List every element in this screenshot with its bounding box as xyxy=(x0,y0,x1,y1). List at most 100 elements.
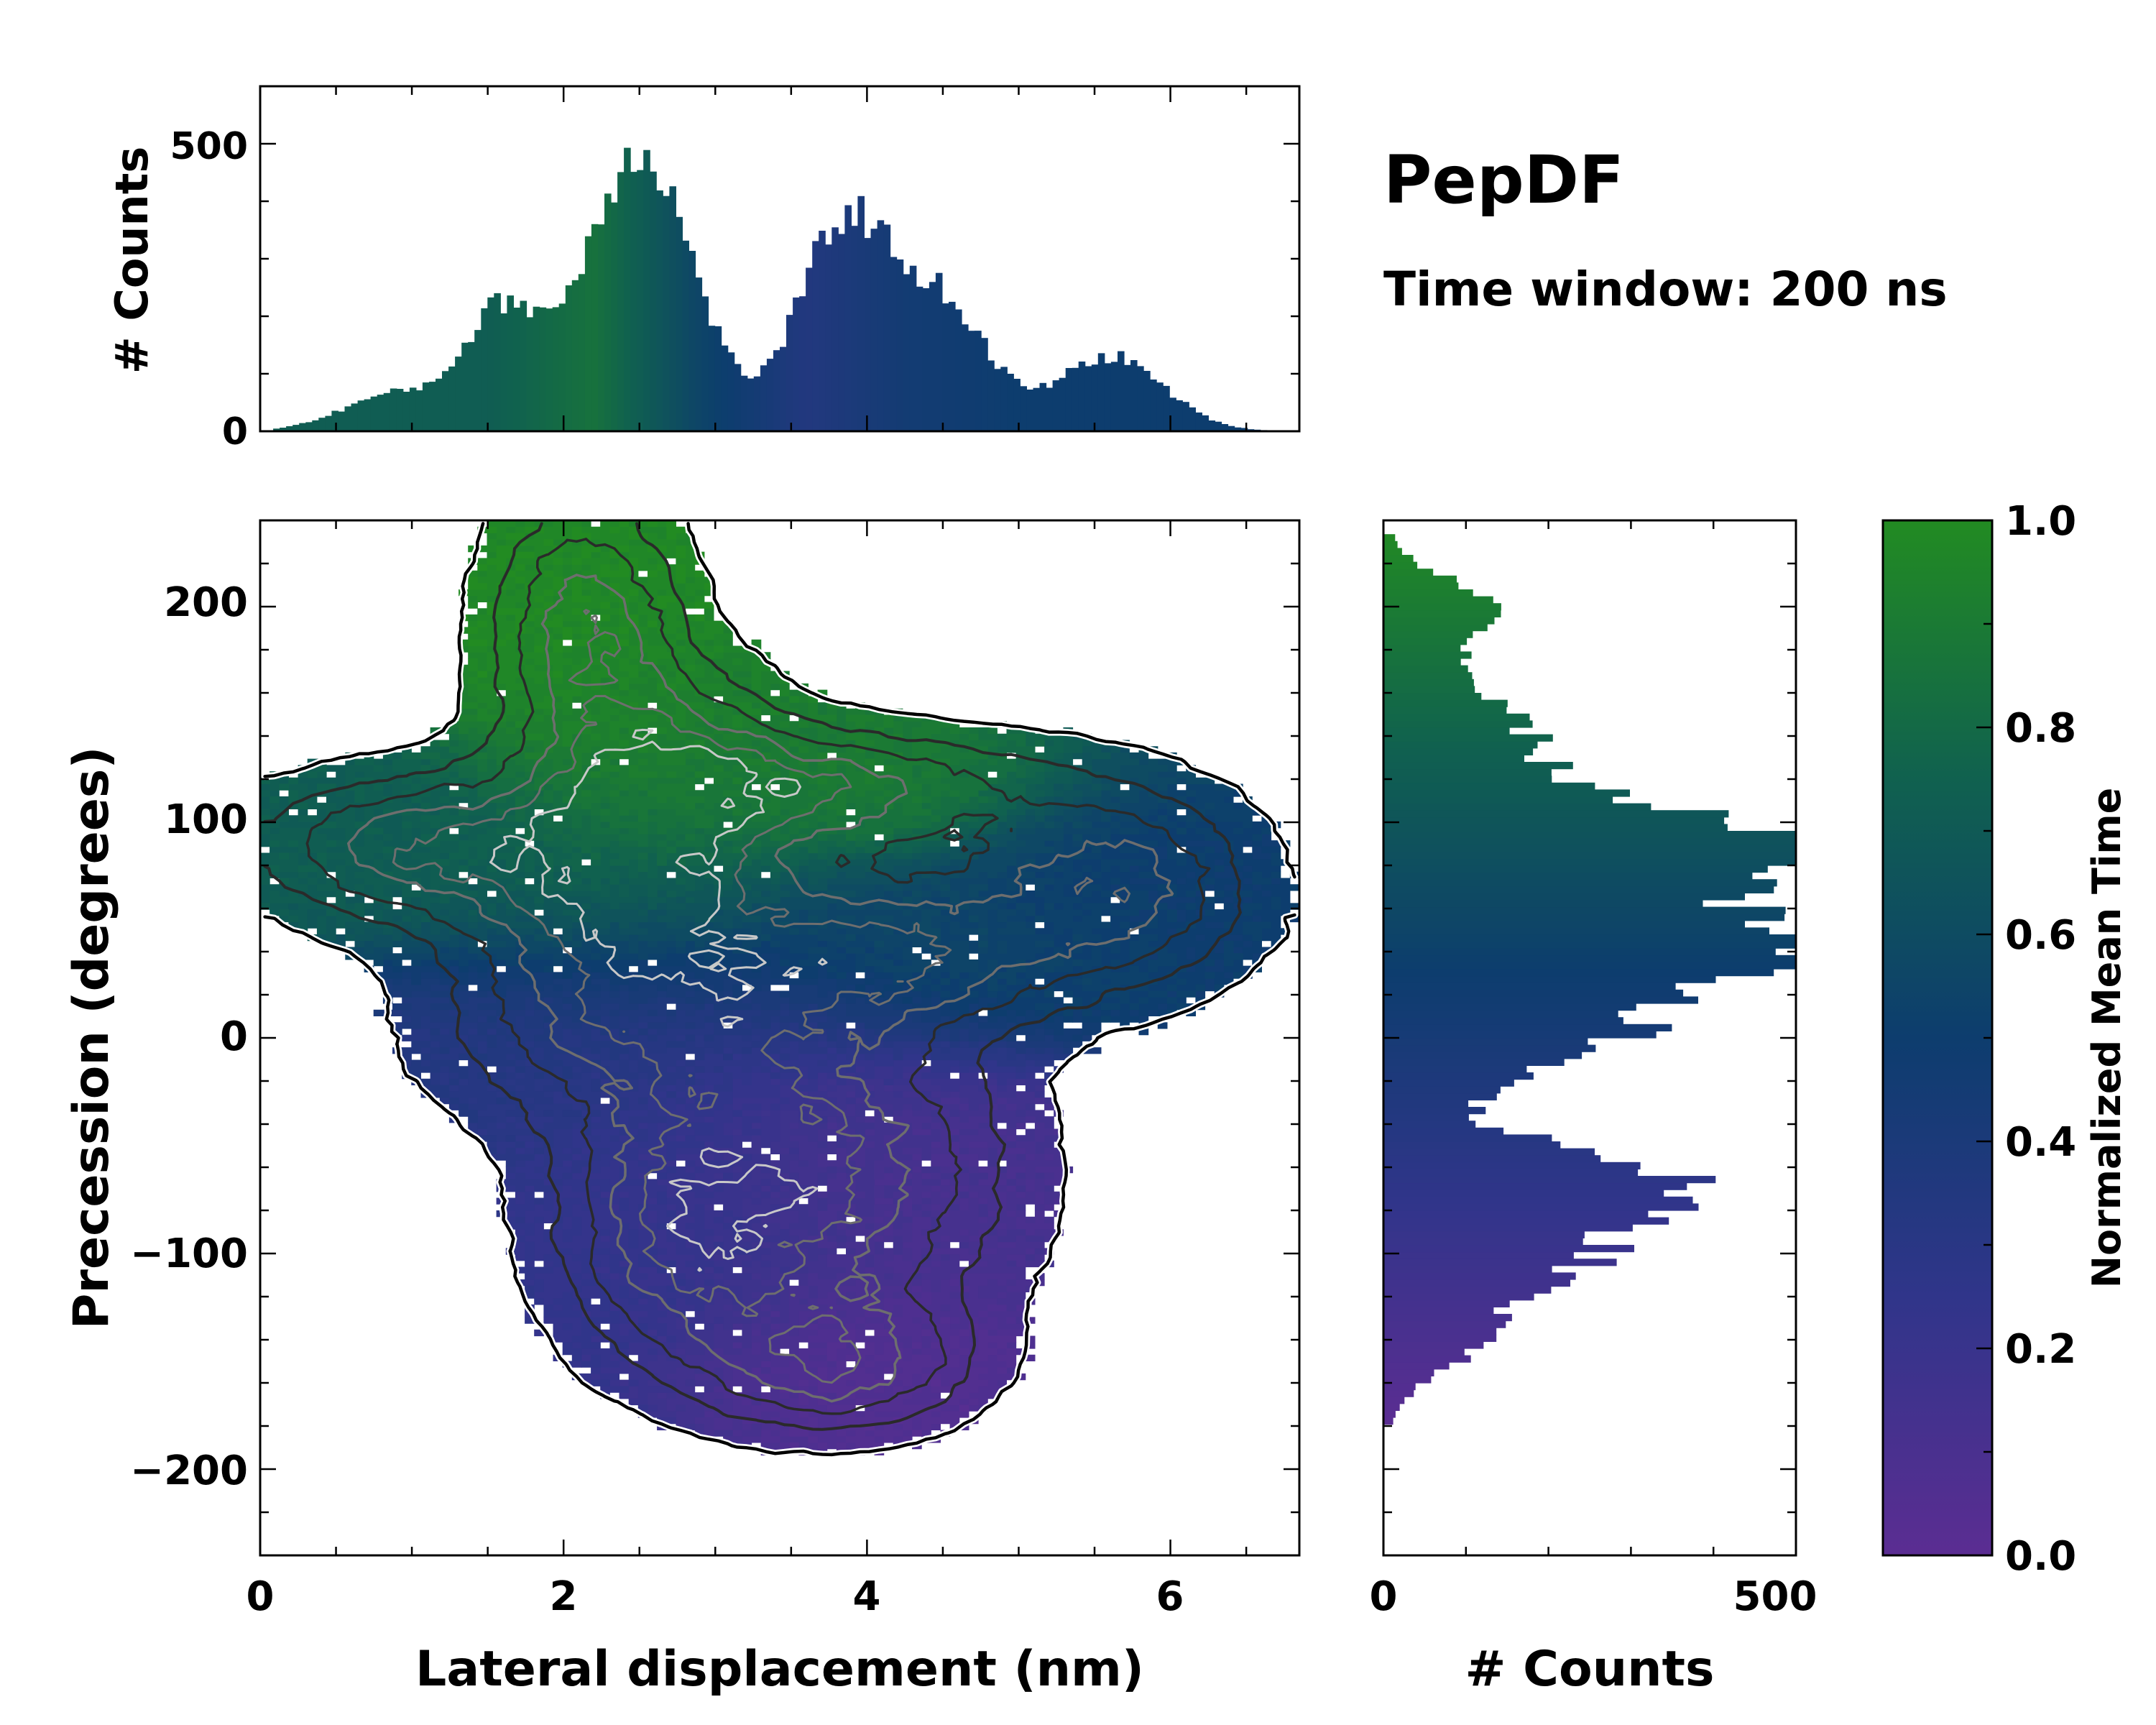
right-histogram-bar xyxy=(1383,1003,1636,1011)
top-histogram-bar xyxy=(604,193,612,431)
right-histogram-bar xyxy=(1383,693,1482,701)
top-histogram-bar xyxy=(1215,421,1222,431)
top-histogram-bar xyxy=(994,369,1001,431)
main-density-panel: 0 2 4 6 200 100 0 −100 −200 Lateral disp… xyxy=(63,519,1301,1698)
xtick-label-4: 4 xyxy=(853,1573,881,1620)
right-histogram-bar xyxy=(1383,1259,1617,1266)
density-cell-band-39 xyxy=(459,520,714,678)
top-histogram-bar xyxy=(312,420,319,431)
right-histogram-bar xyxy=(1383,1307,1494,1315)
top-histogram-bar xyxy=(617,172,625,431)
right-histogram-bar xyxy=(1383,886,1774,893)
top-histogram-bar xyxy=(468,341,475,431)
right-histogram-bar xyxy=(1383,1417,1393,1425)
top-histogram-bar xyxy=(507,295,514,431)
top-histogram-bar xyxy=(1240,428,1248,431)
right-histogram-bar xyxy=(1383,1217,1669,1225)
top-histogram-bar xyxy=(377,395,384,431)
right-histogram-bar xyxy=(1383,569,1434,576)
top-histogram-bar xyxy=(565,285,573,431)
right-histogram-bar xyxy=(1383,713,1530,721)
density-cell-band-32 xyxy=(448,721,1026,854)
top-histogram-bar xyxy=(558,303,566,431)
top-histogram-bar xyxy=(955,309,962,431)
right-histogram-bar xyxy=(1383,1334,1497,1342)
top-histogram-bar xyxy=(344,406,352,431)
top-histogram-bar xyxy=(436,378,443,431)
density-contour-level-3 xyxy=(347,574,1174,1403)
xtick-label-6: 6 xyxy=(1156,1573,1184,1620)
right-histogram-bar xyxy=(1383,831,1796,839)
top-histogram-bar xyxy=(656,190,663,431)
right-histogram-bar xyxy=(1383,1362,1450,1370)
top-histogram-bar xyxy=(799,296,806,431)
top-histogram-bar xyxy=(494,293,501,431)
right-histogram-bar xyxy=(1383,776,1552,783)
right-histogram-bar xyxy=(1383,851,1796,859)
ytick-label-200: 200 xyxy=(164,579,248,626)
top-histogram-bar xyxy=(1091,364,1099,431)
right-histogram-bar xyxy=(1383,582,1459,590)
top-histogram-bar xyxy=(844,205,852,431)
top-histogram-bar xyxy=(766,359,774,431)
top-histogram-bar xyxy=(903,274,911,431)
top-histogram-bar xyxy=(591,224,599,431)
top-histogram-bar xyxy=(695,277,703,431)
density-contour-level-1 xyxy=(263,522,1242,1431)
top-histogram-bar xyxy=(429,382,436,431)
right-histogram-bar xyxy=(1383,969,1774,977)
right-histogram-bar xyxy=(1383,1397,1405,1404)
top-histogram-bar xyxy=(747,378,755,431)
density-cell-band-9 xyxy=(496,1047,1045,1386)
top-histogram-bar xyxy=(338,411,345,431)
right-histogram-bar xyxy=(1383,1024,1672,1031)
top-histogram-bar xyxy=(975,331,982,431)
top-histogram-bar xyxy=(390,388,397,431)
top-histogram-bar xyxy=(584,236,592,431)
right-histogram-bar xyxy=(1383,1155,1601,1163)
density-cell-band-4 xyxy=(694,1097,1074,1450)
right-histogram-bar xyxy=(1383,1279,1570,1287)
top-histogram-bar xyxy=(1072,367,1079,431)
top-histogram-bar xyxy=(793,297,800,431)
top-histogram-bar xyxy=(402,392,410,431)
density-contour-level-2 xyxy=(305,538,1211,1415)
right-histogram-bar xyxy=(1383,596,1493,604)
top-histogram-bar xyxy=(708,326,716,431)
right-histogram-bar xyxy=(1383,1113,1469,1121)
top-histogram-bar xyxy=(286,426,293,431)
density-cell-band-21 xyxy=(373,765,1253,998)
right-histogram-bar xyxy=(1383,658,1461,666)
density-contours xyxy=(261,520,1299,1458)
top-histogram-bar xyxy=(1163,385,1170,431)
top-histogram-bar xyxy=(455,356,462,431)
top-histogram-bar xyxy=(909,265,917,431)
colorbar-label: Normalized Mean Time xyxy=(2084,788,2129,1288)
right-histogram-bar xyxy=(1383,1079,1514,1087)
top-histogram-bar xyxy=(500,313,507,431)
right-histogram-bar xyxy=(1383,1328,1497,1335)
density-cell-band-2 xyxy=(780,1317,1017,1455)
right-histogram-bar xyxy=(1383,900,1703,908)
top-histogram-bar xyxy=(331,410,338,431)
top-histogram-bar xyxy=(1000,367,1008,431)
right-histogram-bar xyxy=(1383,1031,1657,1039)
right-histogram-bar xyxy=(1383,920,1745,928)
right-histogram-bar xyxy=(1383,1141,1561,1149)
right-histogram-bar xyxy=(1383,1238,1583,1246)
colorbar-ticks xyxy=(1976,519,1992,1557)
top-histogram-bar xyxy=(753,376,761,431)
top-histogram-bar xyxy=(812,241,819,431)
figure-title: PepDF xyxy=(1383,142,1624,218)
top-histogram-bar xyxy=(1169,397,1176,431)
top-histogram-bar xyxy=(1046,387,1054,431)
top-histogram-bar xyxy=(1020,386,1027,431)
main-ylabel: Precession (degrees) xyxy=(63,747,120,1330)
right-histogram-bar xyxy=(1383,561,1418,569)
top-histogram-bar xyxy=(1065,368,1073,431)
top-histogram-bar xyxy=(870,229,878,431)
top-histogram-bar xyxy=(929,282,936,431)
right-histogram-bar xyxy=(1383,540,1398,548)
right-histogram-bar xyxy=(1383,1203,1699,1211)
top-histogram-bar xyxy=(1033,387,1041,431)
